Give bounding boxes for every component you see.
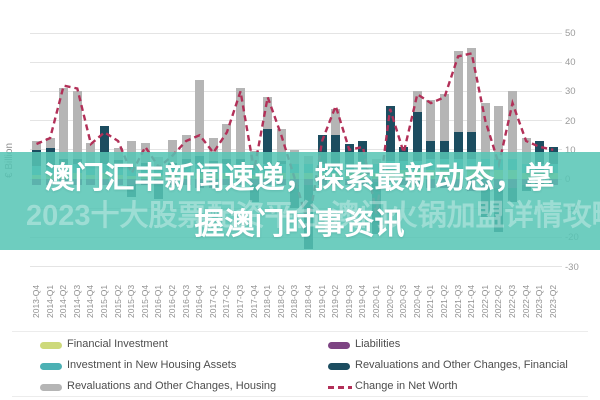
y-tick-label: -30 — [565, 261, 579, 273]
bar-segment — [412, 91, 422, 112]
gridline — [30, 91, 562, 92]
bar-segment — [331, 108, 341, 136]
watermark-text: 2023十大股票配资平台,澳门火锅加盟详情攻略 — [26, 200, 600, 232]
overlay-title: 澳门汇丰新闻速递，探索最新动态，掌握澳门时事资讯 — [44, 162, 555, 241]
bar-segment — [412, 111, 422, 162]
legend-label: Revaluations and Other Changes, Housing — [67, 380, 277, 392]
bar-segment — [263, 97, 273, 130]
gridline — [30, 33, 562, 34]
bar-segment — [181, 135, 191, 159]
bar-segment — [263, 129, 273, 165]
bar-segment — [467, 47, 477, 133]
bar-segment — [59, 88, 69, 159]
legend-swatch — [328, 363, 350, 370]
legend-label: Liabilities — [355, 338, 401, 350]
legend-swatch — [40, 342, 62, 349]
bar-segment — [426, 100, 436, 142]
legend-swatch — [40, 363, 62, 370]
bar-segment — [440, 141, 449, 159]
bar-segment — [480, 103, 490, 159]
bar-segment — [508, 91, 517, 159]
y-tick-label: 20 — [565, 115, 576, 127]
bar-segment — [32, 141, 41, 150]
bar-segment — [453, 132, 463, 159]
y-tick-label: 30 — [565, 86, 576, 98]
gridline — [30, 149, 562, 150]
bar-segment — [426, 141, 436, 159]
legend-label: Financial Investment — [67, 338, 168, 350]
overlay-band: 2023十大股票配资平台,澳门火锅加盟详情攻略 澳门汇丰新闻速递，探索最新动态，… — [0, 152, 600, 250]
bar-segment — [100, 126, 109, 165]
legend-separator — [12, 331, 588, 332]
bar-segment — [72, 91, 82, 159]
bar-segment — [276, 129, 286, 162]
legend-label: Investment in New Housing Assets — [67, 359, 237, 371]
bar-segment — [331, 135, 341, 165]
bar-segment — [222, 123, 232, 159]
bar-segment — [45, 138, 55, 149]
legend-swatch — [40, 384, 62, 391]
legend-swatch-dashed-line — [328, 386, 352, 389]
legend-label: Revaluations and Other Changes, Financia… — [355, 359, 568, 371]
gridline — [30, 120, 562, 121]
bottom-separator — [12, 396, 588, 397]
bar-segment — [208, 138, 218, 162]
bar-segment — [467, 132, 477, 159]
bar-segment — [494, 106, 504, 159]
bar-segment — [236, 88, 245, 159]
gridline — [30, 266, 562, 267]
y-tick-label: 50 — [565, 28, 576, 39]
bar-segment — [168, 139, 177, 163]
y-tick-label: 10 — [565, 144, 576, 156]
bar-segment — [440, 94, 449, 142]
legend-label: Change in Net Worth — [355, 380, 458, 392]
bar-segment — [453, 50, 463, 133]
gridline — [30, 62, 562, 63]
bar-segment — [317, 135, 327, 165]
legend-swatch — [328, 342, 350, 349]
bar-segment — [385, 106, 395, 162]
bar-segment — [521, 138, 531, 165]
bar-segment — [195, 79, 205, 156]
y-tick-label: 40 — [565, 57, 576, 69]
